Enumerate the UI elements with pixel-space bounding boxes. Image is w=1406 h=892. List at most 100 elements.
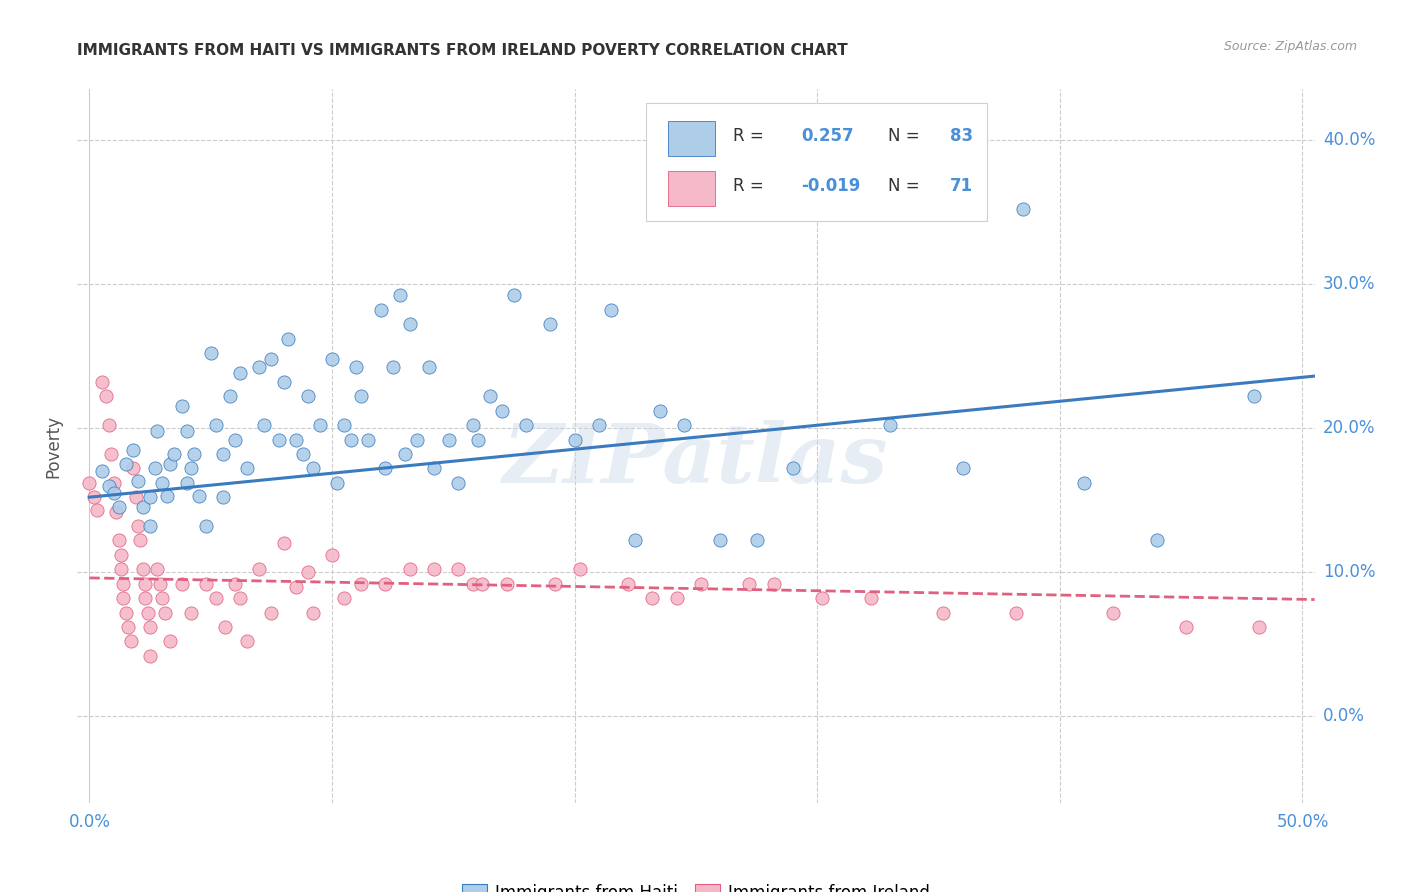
Point [163,447,186,461]
Text: IMMIGRANTS FROM HAITI VS IMMIGRANTS FROM IRELAND POVERTY CORRELATION CHART: IMMIGRANTS FROM HAITI VS IMMIGRANTS FROM… [77,43,848,58]
Point [117,620,139,634]
Point [301,606,323,620]
Point [538,317,561,331]
Point [398,562,420,576]
Point [350,389,373,403]
Point [122,461,145,475]
Point [831,187,853,202]
Point [478,389,501,403]
Point [112,576,135,591]
Point [229,366,252,380]
Point [370,302,392,317]
Point [236,461,259,475]
Point [648,403,671,417]
Point [176,475,198,490]
Point [284,433,307,447]
Text: N =: N = [887,177,925,194]
Point [326,475,349,490]
Text: N =: N = [887,127,925,145]
Point [90,464,112,478]
FancyBboxPatch shape [647,103,987,221]
Point [110,562,132,576]
Point [1012,202,1035,216]
Point [1073,475,1095,490]
Point [267,433,290,447]
Point [204,591,226,606]
Point [388,288,411,302]
Point [811,591,834,606]
Point [247,360,270,375]
Point [200,346,222,360]
Point [90,375,112,389]
Point [96,389,118,403]
Point [112,591,135,606]
Point [333,591,356,606]
Point [782,461,804,475]
Point [105,505,128,519]
Point [139,519,162,533]
Point [418,360,440,375]
Point [136,606,159,620]
Point [219,389,242,403]
Point [447,475,470,490]
Point [180,606,202,620]
Point [564,433,586,447]
Point [214,620,236,634]
Point [150,475,173,490]
Point [146,562,169,576]
Point [150,591,173,606]
Point [132,500,155,515]
Point [461,418,484,433]
Point [309,418,332,433]
Point [115,457,138,471]
Point [183,447,205,461]
Point [374,576,396,591]
Point [568,562,591,576]
Point [224,433,246,447]
Point [544,576,567,591]
Point [437,433,460,447]
Point [103,475,125,490]
Point [187,489,209,503]
Point [132,562,155,576]
Text: R =: R = [733,127,769,145]
Text: 0.257: 0.257 [801,127,853,145]
Point [127,519,149,533]
Point [159,634,181,648]
Point [1005,606,1028,620]
Point [952,461,974,475]
Point [879,418,901,433]
Text: 10.0%: 10.0% [1323,563,1375,582]
Point [115,606,138,620]
Text: ZIPatlas: ZIPatlas [503,420,889,500]
Point [689,576,711,591]
Point [1102,606,1125,620]
Point [273,375,295,389]
Point [503,288,526,302]
Point [100,447,122,461]
Point [86,503,108,517]
Point [224,576,246,591]
Point [122,442,145,457]
Text: 0.0%: 0.0% [1323,707,1365,725]
Text: 30.0%: 30.0% [1323,275,1375,293]
Point [146,424,169,438]
Point [467,433,489,447]
Point [301,461,323,475]
Point [374,461,396,475]
Point [139,490,162,504]
Point [1243,389,1265,403]
Text: 83: 83 [949,127,973,145]
Point [381,360,404,375]
Text: 40.0%: 40.0% [1323,130,1375,149]
Point [204,418,226,433]
Point [340,433,363,447]
Point [291,447,314,461]
Point [491,403,513,417]
Point [110,548,132,562]
Point [406,433,429,447]
Point [1175,620,1198,634]
Point [600,302,623,317]
Point [344,360,367,375]
Point [134,576,156,591]
